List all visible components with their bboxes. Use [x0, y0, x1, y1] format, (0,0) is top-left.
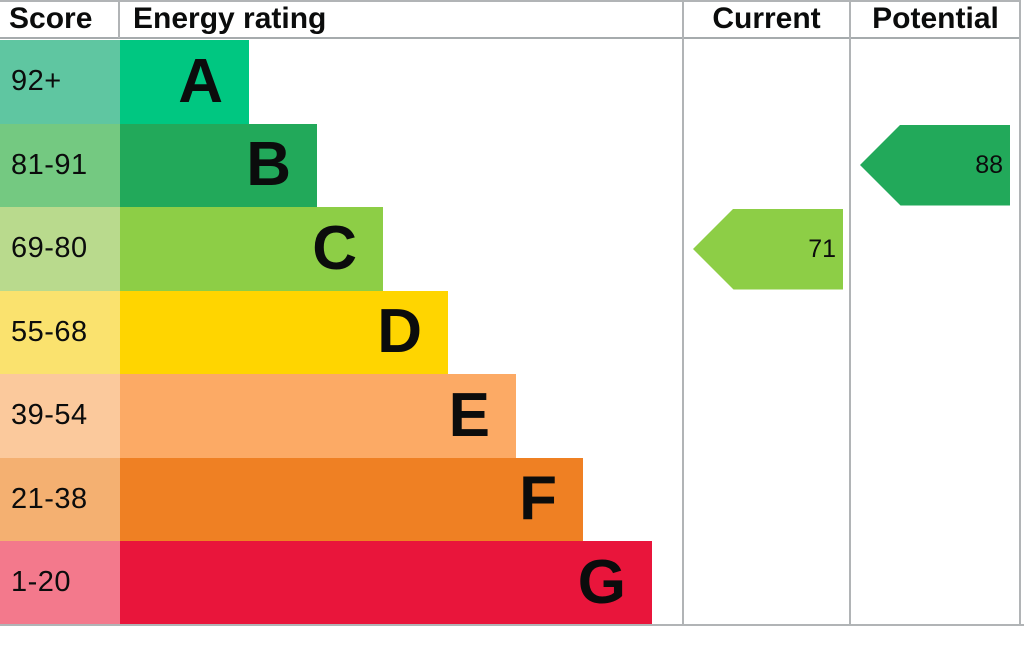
potential-rating-arrow: 88	[860, 124, 1010, 206]
band-row-f: 21-38 F	[0, 457, 652, 541]
band-c-bar: C	[120, 207, 383, 291]
band-row-c: 69-80 C	[0, 207, 652, 291]
score-column-divider	[118, 0, 120, 38]
band-g-score-range: 1-20	[0, 541, 120, 625]
score-column-header: Score	[9, 2, 93, 35]
band-d-bar: D	[120, 290, 448, 374]
band-f-score-range: 21-38	[0, 457, 120, 541]
band-d-letter: D	[377, 297, 422, 367]
band-c-letter: C	[312, 213, 357, 283]
potential-column-divider	[848, 0, 851, 624]
band-b-letter: B	[246, 130, 291, 200]
energy-rating-column-header: Energy rating	[133, 2, 327, 35]
band-row-d: 55-68 D	[0, 290, 652, 374]
band-e-bar: E	[120, 374, 516, 458]
band-f-letter: F	[519, 464, 557, 534]
header-underline	[0, 36, 1021, 39]
band-row-a: 92+ A	[0, 40, 652, 124]
band-d-score-range: 55-68	[0, 290, 120, 374]
rating-bands: 92+ A 81-91 B 69-80 C 55-68 D 39-54 E 21…	[0, 40, 652, 625]
current-rating-value: 71	[808, 234, 836, 263]
band-c-score-range: 69-80	[0, 207, 120, 291]
band-e-letter: E	[448, 380, 490, 450]
current-column-divider	[681, 0, 684, 624]
band-b-bar: B	[120, 123, 317, 207]
band-row-g: 1-20 G	[0, 541, 652, 625]
current-rating-arrow: 71	[693, 208, 843, 290]
band-f-bar: F	[120, 457, 583, 541]
table-top-border	[0, 0, 1021, 2]
current-column-header: Current	[712, 2, 821, 35]
band-row-b: 81-91 B	[0, 123, 652, 207]
potential-rating-value: 88	[975, 150, 1003, 179]
band-a-bar: A	[120, 40, 249, 124]
band-e-score-range: 39-54	[0, 374, 120, 458]
table-bottom-border	[0, 623, 1024, 626]
band-row-e: 39-54 E	[0, 374, 652, 458]
table-right-border	[1019, 0, 1021, 624]
band-b-score-range: 81-91	[0, 123, 120, 207]
potential-column-header: Potential	[872, 2, 999, 35]
band-a-score-range: 92+	[0, 40, 120, 124]
band-g-letter: G	[577, 547, 626, 617]
band-g-bar: G	[120, 541, 652, 625]
band-a-letter: A	[178, 46, 223, 116]
